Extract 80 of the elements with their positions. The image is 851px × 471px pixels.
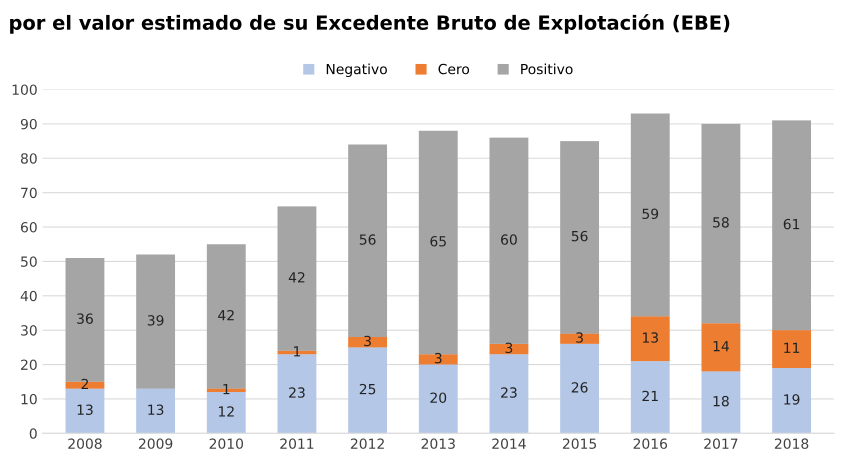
bar bbox=[489, 354, 528, 434]
bar bbox=[701, 323, 740, 372]
x-tick-label: 2015 bbox=[562, 438, 596, 449]
legend-label: Cero bbox=[438, 64, 470, 74]
x-tick-label: 2016 bbox=[634, 438, 668, 449]
x-tick-label: 2017 bbox=[704, 438, 738, 449]
bar bbox=[348, 347, 388, 434]
data-label: 20 bbox=[430, 392, 446, 403]
bar bbox=[701, 371, 740, 434]
data-label: 13 bbox=[78, 404, 93, 415]
data-label: 11 bbox=[784, 342, 800, 353]
y-tick-label: 10 bbox=[22, 394, 37, 404]
data-label: 3 bbox=[576, 332, 583, 343]
data-label: 18 bbox=[714, 396, 729, 406]
data-label: 60 bbox=[501, 234, 517, 245]
y-tick-label: 60 bbox=[20, 222, 37, 232]
bar bbox=[560, 334, 600, 344]
bar bbox=[348, 144, 388, 338]
data-label: 36 bbox=[77, 313, 93, 324]
bar bbox=[489, 344, 528, 354]
legend-label: Negativo bbox=[326, 64, 387, 77]
bar bbox=[418, 130, 458, 354]
bar bbox=[630, 316, 670, 362]
x-tick-label: 2018 bbox=[774, 438, 808, 449]
bar bbox=[560, 141, 600, 334]
data-label: 21 bbox=[642, 390, 658, 402]
data-label: 3 bbox=[434, 352, 442, 364]
data-label: 12 bbox=[218, 406, 234, 417]
data-label: 14 bbox=[714, 341, 729, 352]
bar bbox=[772, 368, 812, 434]
data-label: 59 bbox=[642, 208, 658, 220]
bar bbox=[630, 114, 670, 316]
y-tick-label: 100 bbox=[12, 84, 37, 95]
data-label: 19 bbox=[784, 394, 800, 405]
legend-label: Positivo bbox=[521, 64, 573, 74]
bar bbox=[66, 388, 104, 434]
bar bbox=[701, 124, 740, 324]
x-tick-label: 2013 bbox=[422, 438, 455, 449]
y-tick-label: 20 bbox=[21, 360, 37, 370]
data-label: 42 bbox=[288, 272, 304, 282]
data-label: 23 bbox=[289, 387, 305, 398]
data-label: 56 bbox=[572, 230, 588, 242]
data-label: 65 bbox=[430, 236, 446, 247]
y-tick-label: 80 bbox=[20, 153, 37, 164]
data-label: 58 bbox=[713, 217, 729, 228]
data-label: 39 bbox=[148, 315, 164, 326]
data-label: 13 bbox=[148, 404, 164, 415]
x-tick-label: 2012 bbox=[350, 438, 384, 449]
y-tick-label: 50 bbox=[21, 256, 37, 267]
y-tick-label: 40 bbox=[20, 290, 37, 302]
data-label: 26 bbox=[572, 382, 588, 393]
x-tick-label: 2014 bbox=[492, 438, 526, 449]
data-label: 25 bbox=[360, 384, 376, 394]
bar bbox=[630, 361, 670, 434]
chart-title: por el valor estimado de su Excedente Bruto de Explotación (EBE) bbox=[10, 14, 730, 34]
data-label: 42 bbox=[218, 310, 234, 320]
y-tick-label: 30 bbox=[21, 325, 37, 336]
y-tick-label: 0 bbox=[30, 428, 37, 439]
data-label: 61 bbox=[784, 218, 800, 230]
bar bbox=[418, 364, 458, 434]
bar bbox=[489, 138, 528, 344]
bar bbox=[136, 254, 176, 389]
bar bbox=[136, 388, 176, 434]
y-tick-label: 70 bbox=[21, 188, 37, 198]
data-label: 13 bbox=[642, 332, 658, 343]
x-tick-label: 2010 bbox=[210, 438, 244, 449]
data-label: 23 bbox=[501, 387, 517, 398]
data-label: 3 bbox=[364, 336, 371, 346]
bar bbox=[772, 330, 812, 368]
data-label: 3 bbox=[506, 342, 512, 354]
x-tick-label: 2011 bbox=[280, 438, 314, 449]
y-tick-label: 90 bbox=[20, 118, 37, 130]
bar bbox=[348, 337, 388, 348]
bar bbox=[560, 344, 600, 434]
x-tick-label: 2009 bbox=[138, 438, 172, 449]
data-label: 56 bbox=[360, 234, 376, 245]
bar bbox=[772, 120, 812, 330]
x-tick-label: 2008 bbox=[68, 438, 102, 449]
bar bbox=[418, 354, 458, 365]
data-label: 2 bbox=[82, 378, 88, 390]
